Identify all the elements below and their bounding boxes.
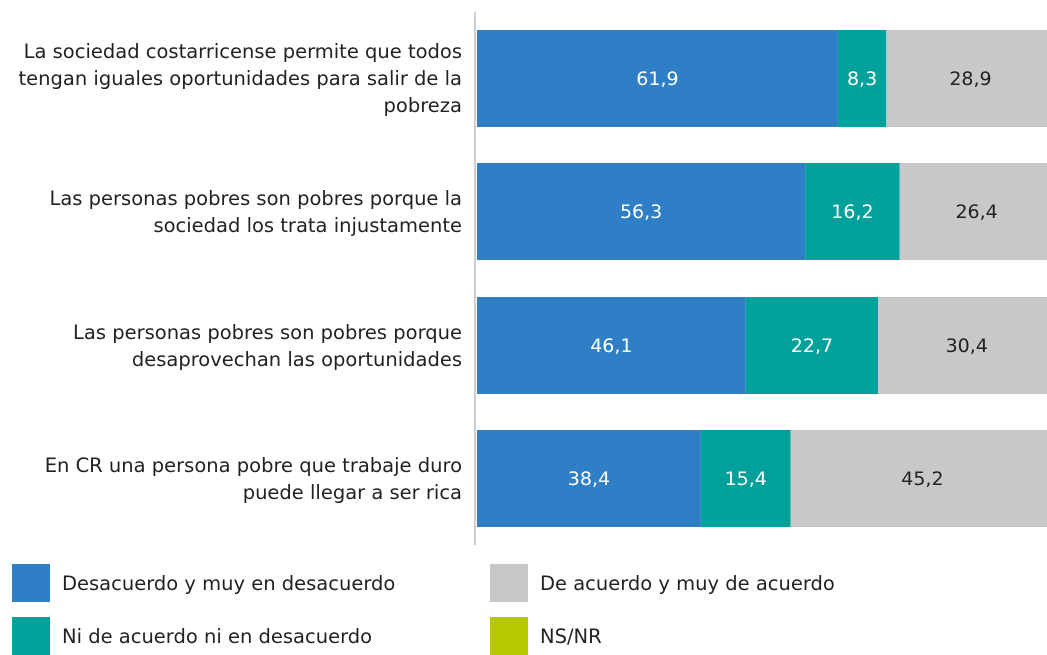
category-label: Las personas pobres son pobres porque de…	[73, 320, 462, 371]
bar-segment	[886, 30, 1047, 127]
legend-swatch	[12, 617, 50, 655]
bar-segment	[745, 297, 879, 394]
category-label: En CR una persona pobre que trabaje duro…	[44, 453, 462, 504]
bar-segment	[899, 163, 1047, 260]
legend-item: NS/NR	[490, 617, 602, 655]
data-label: 8,3	[847, 68, 877, 90]
legend-label: Ni de acuerdo ni en desacuerdo	[62, 624, 373, 648]
data-label: 61,9	[636, 68, 678, 90]
bar-segment	[477, 297, 746, 394]
data-label: 28,9	[949, 68, 991, 90]
chart: 61,9 8,3 28,9 56,3 16,2 26,4 46,1 22,7 30,4 38,4 1…	[474, 12, 1047, 545]
data-label: 30,4	[946, 335, 988, 357]
legend-swatch	[490, 617, 528, 655]
data-label: 45,2	[901, 468, 943, 490]
bar-segment	[477, 163, 806, 260]
bar-segment	[790, 430, 1047, 527]
data-label: 16,2	[831, 201, 873, 223]
data-label: 26,4	[955, 201, 997, 223]
bar-segment	[837, 30, 887, 127]
data-label: 56,3	[620, 201, 662, 223]
legend-item: Ni de acuerdo ni en desacuerdo	[12, 617, 372, 655]
data-label: 15,4	[725, 468, 767, 490]
bar-segment	[805, 163, 900, 260]
bar-segment	[878, 297, 1047, 394]
category-label: La sociedad costarricense permite que to…	[18, 40, 462, 117]
legend-item: Desacuerdo y muy en desacuerdo	[12, 564, 395, 602]
legend-item: De acuerdo y muy de acuerdo	[490, 564, 835, 602]
legend-label: De acuerdo y muy de acuerdo	[540, 571, 835, 595]
data-label: 46,1	[590, 335, 632, 357]
bar-segment	[477, 430, 701, 527]
bar-segment	[700, 430, 791, 527]
data-label: 22,7	[791, 335, 833, 357]
bar-segment	[477, 30, 838, 127]
legend-swatch	[490, 564, 528, 602]
legend-label: Desacuerdo y muy en desacuerdo	[62, 571, 396, 595]
category-label: Las personas pobres son pobres porque la…	[49, 186, 462, 237]
legend-swatch	[12, 564, 50, 602]
data-label: 38,4	[568, 468, 610, 490]
legend-label: NS/NR	[540, 624, 602, 648]
